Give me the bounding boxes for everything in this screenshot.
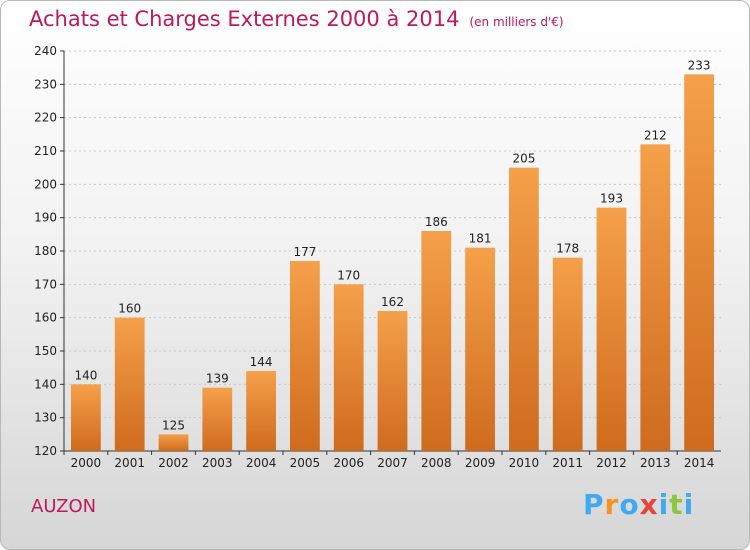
x-tick-label-2010: 2010 bbox=[509, 456, 540, 470]
bar-2012 bbox=[596, 207, 627, 451]
data-label-2005: 177 bbox=[293, 245, 316, 259]
bar-2009 bbox=[465, 247, 495, 451]
x-tick-label-2000: 2000 bbox=[71, 456, 102, 470]
y-tick-label: 240 bbox=[34, 44, 57, 58]
x-tick-label-2002: 2002 bbox=[158, 456, 189, 470]
x-tick-label-2011: 2011 bbox=[552, 456, 583, 470]
bar-2004 bbox=[246, 371, 276, 451]
data-labels: 140 160 125 139 144 177 170 162 186 181 205 178 193 2… bbox=[74, 58, 710, 432]
y-tick-label: 130 bbox=[34, 411, 57, 425]
data-label-2004: 144 bbox=[250, 355, 273, 369]
data-label-2000: 140 bbox=[74, 368, 97, 382]
y-tick-label: 210 bbox=[34, 144, 57, 158]
y-tick-label: 150 bbox=[34, 344, 57, 358]
bar-2008 bbox=[421, 231, 452, 451]
data-label-2008: 186 bbox=[425, 215, 448, 229]
bar-2003 bbox=[202, 387, 233, 451]
logo-letter: P bbox=[583, 488, 605, 521]
bar-2007 bbox=[377, 311, 408, 451]
logo-letter: o bbox=[619, 488, 640, 521]
bars bbox=[71, 74, 714, 452]
bar-2011 bbox=[552, 257, 583, 451]
data-label-2011: 178 bbox=[556, 242, 579, 256]
y-tick-label: 160 bbox=[34, 311, 57, 325]
bar-2014 bbox=[684, 74, 714, 451]
y-tick-label: 200 bbox=[34, 177, 57, 191]
x-tick-label-2014: 2014 bbox=[684, 456, 715, 470]
y-tick-label: 120 bbox=[34, 444, 57, 458]
bar-2000 bbox=[71, 384, 101, 451]
bar-2006 bbox=[333, 284, 364, 451]
data-label-2009: 181 bbox=[469, 232, 492, 246]
logo-letter: r bbox=[604, 488, 620, 521]
x-tick-label-2008: 2008 bbox=[421, 456, 452, 470]
data-label-2012: 193 bbox=[600, 192, 623, 206]
title-text: Achats et Charges Externes 2000 à 2014 bbox=[29, 7, 460, 31]
x-tick-label-2012: 2012 bbox=[596, 456, 627, 470]
chart-title: Achats et Charges Externes 2000 à 2014 (e… bbox=[29, 7, 564, 31]
data-label-2003: 139 bbox=[206, 372, 229, 386]
y-tick-label: 220 bbox=[34, 111, 57, 125]
data-label-2002: 125 bbox=[162, 418, 185, 432]
bar-2005 bbox=[290, 261, 320, 451]
x-tick-label-2006: 2006 bbox=[333, 456, 364, 470]
logo-letter: x bbox=[639, 488, 659, 521]
bar-2001 bbox=[114, 317, 145, 451]
data-label-2007: 162 bbox=[381, 295, 404, 309]
x-tick-label-2003: 2003 bbox=[202, 456, 233, 470]
logo-letter: i bbox=[683, 488, 695, 521]
logo-letter: t bbox=[669, 488, 684, 521]
x-tick-label-2009: 2009 bbox=[465, 456, 496, 470]
bar-2002 bbox=[158, 434, 189, 451]
x-tick-label-2004: 2004 bbox=[246, 456, 277, 470]
unit-label: (en milliers d'€) bbox=[469, 15, 564, 29]
bar-2013 bbox=[640, 144, 671, 452]
data-label-2014: 233 bbox=[688, 58, 711, 72]
y-tick-label: 180 bbox=[34, 244, 57, 258]
bar-2010 bbox=[509, 167, 539, 451]
logo-letter: i bbox=[658, 488, 670, 521]
x-tick-label-2001: 2001 bbox=[114, 456, 145, 470]
data-label-2010: 205 bbox=[512, 152, 535, 166]
y-tick-label: 140 bbox=[34, 377, 57, 391]
y-tick-label: 190 bbox=[34, 211, 57, 225]
data-label-2013: 212 bbox=[644, 128, 667, 142]
data-label-2001: 160 bbox=[118, 302, 141, 316]
y-tick-label: 170 bbox=[34, 277, 57, 291]
x-tick-label-2005: 2005 bbox=[290, 456, 321, 470]
x-tick-label-2007: 2007 bbox=[377, 456, 408, 470]
x-tick-label-2013: 2013 bbox=[640, 456, 671, 470]
y-tick-label: 230 bbox=[34, 77, 57, 91]
town-name: AUZON bbox=[31, 496, 97, 517]
proxiti-logo: Proxiti bbox=[583, 488, 694, 521]
data-label-2006: 170 bbox=[337, 268, 360, 282]
